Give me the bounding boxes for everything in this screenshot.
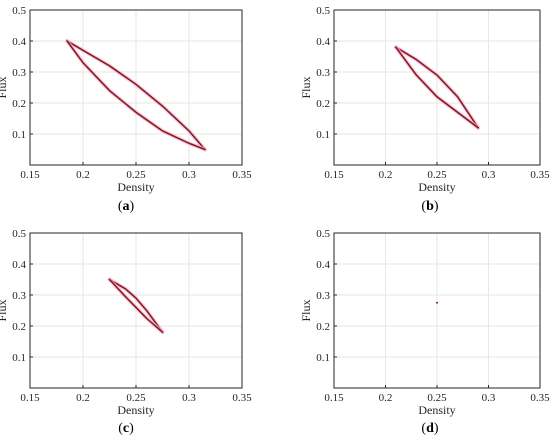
y-tick-label: 0.3 bbox=[12, 290, 26, 302]
panel-label: (c) bbox=[118, 421, 134, 436]
y-axis-label: Flux bbox=[299, 76, 313, 98]
y-tick-label: 0.5 bbox=[12, 228, 26, 240]
panel-label: (d) bbox=[421, 421, 438, 436]
axes-frame bbox=[29, 232, 243, 389]
y-tick-label: 0.3 bbox=[316, 67, 330, 79]
x-tick-label: 0.25 bbox=[427, 169, 447, 181]
axes-frame bbox=[333, 232, 541, 389]
y-tick-label: 0.3 bbox=[12, 67, 26, 79]
x-tick-label: 0.25 bbox=[126, 392, 146, 404]
y-tick-label: 0.1 bbox=[12, 129, 26, 141]
y-tick-label: 0.2 bbox=[12, 321, 26, 333]
y-tick-label: 0.4 bbox=[12, 36, 26, 48]
x-tick-label: 0.25 bbox=[126, 169, 146, 181]
y-tick-label: 0.1 bbox=[316, 129, 330, 141]
x-tick-label: 0.15 bbox=[324, 169, 344, 181]
y-tick-label: 0.4 bbox=[316, 36, 330, 48]
x-tick-label: 0.15 bbox=[20, 169, 40, 181]
x-axis-label: Density bbox=[117, 180, 154, 194]
x-axis-label: Density bbox=[418, 180, 455, 194]
y-tick-label: 0.2 bbox=[316, 321, 330, 333]
x-tick-label: 0.2 bbox=[76, 169, 90, 181]
y-tick-label: 0.5 bbox=[12, 5, 26, 17]
x-axis-label: Density bbox=[418, 403, 455, 417]
x-axis-label: Density bbox=[117, 403, 154, 417]
axes-frame bbox=[333, 9, 541, 166]
y-tick-label: 0.1 bbox=[316, 352, 330, 364]
y-tick-label: 0.4 bbox=[316, 259, 330, 271]
x-tick-label: 0.35 bbox=[530, 392, 550, 404]
x-tick-label: 0.35 bbox=[530, 169, 550, 181]
series-line-2 bbox=[66, 40, 206, 151]
chart-panel-d: 0.15 0.2 0.25 0.3 0.35 0.1 0.2 0.3 0.4 0.5 Density… bbox=[299, 228, 550, 417]
x-tick-label: 0.2 bbox=[379, 169, 393, 181]
x-tick-label: 0.3 bbox=[482, 169, 496, 181]
y-tick-label: 0.3 bbox=[316, 290, 330, 302]
y-tick-label: 0.2 bbox=[316, 98, 330, 110]
x-tick-label: 0.3 bbox=[182, 169, 196, 181]
chart-panel-a: 0.15 0.2 0.25 0.3 0.35 0.1 0.2 0.3 0.4 0.5 Density… bbox=[0, 5, 252, 194]
chart-panel-b: 0.15 0.2 0.25 0.3 0.35 0.1 0.2 0.3 0.4 0.5 Density… bbox=[299, 5, 550, 194]
x-tick-label: 0.2 bbox=[379, 392, 393, 404]
axes-frame bbox=[29, 9, 243, 166]
x-tick-label: 0.35 bbox=[232, 169, 252, 181]
series-line-1 bbox=[66, 40, 206, 151]
series-line-2 bbox=[108, 278, 164, 334]
y-tick-label: 0.5 bbox=[316, 228, 330, 240]
x-tick-label: 0.25 bbox=[427, 392, 447, 404]
series-line-1 bbox=[108, 278, 164, 334]
y-tick-label: 0.2 bbox=[12, 98, 26, 110]
series-line-1 bbox=[394, 46, 480, 129]
x-tick-label: 0.3 bbox=[182, 392, 196, 404]
panel-label: (b) bbox=[421, 199, 438, 214]
y-tick-label: 0.1 bbox=[12, 352, 26, 364]
x-tick-label: 0.35 bbox=[232, 392, 252, 404]
series-point bbox=[436, 301, 438, 304]
y-tick-label: 0.5 bbox=[316, 5, 330, 17]
x-tick-label: 0.2 bbox=[76, 392, 90, 404]
y-axis-label: Flux bbox=[299, 299, 313, 321]
x-tick-label: 0.3 bbox=[482, 392, 496, 404]
y-axis-label: Flux bbox=[0, 76, 9, 98]
series-line-2 bbox=[394, 46, 480, 129]
y-axis-label: Flux bbox=[0, 299, 9, 321]
panel-label: (a) bbox=[118, 199, 135, 214]
y-tick-label: 0.4 bbox=[12, 259, 26, 271]
x-tick-label: 0.15 bbox=[324, 392, 344, 404]
chart-panel-c: 0.15 0.2 0.25 0.3 0.35 0.1 0.2 0.3 0.4 0.5 Density… bbox=[0, 228, 252, 417]
x-tick-label: 0.15 bbox=[20, 392, 40, 404]
